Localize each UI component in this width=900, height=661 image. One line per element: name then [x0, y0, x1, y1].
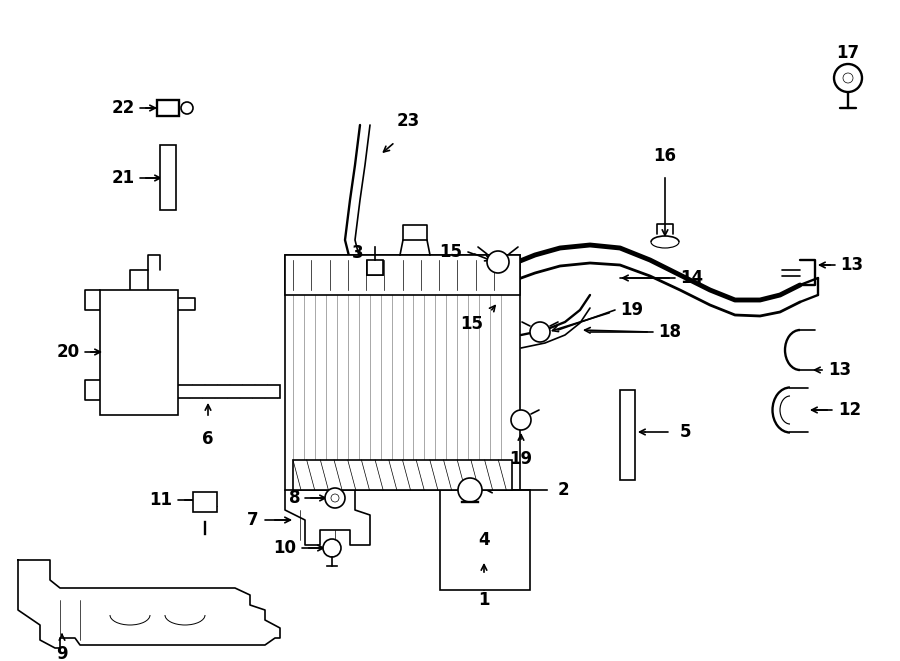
Text: 14: 14 [680, 269, 703, 287]
Bar [367, 261, 383, 275]
Circle shape [530, 322, 550, 342]
Text: 20: 20 [57, 343, 80, 361]
Text: 10: 10 [273, 539, 296, 557]
Bar [367, 260, 383, 275]
Circle shape [325, 488, 345, 508]
Text: 5: 5 [680, 423, 691, 441]
Circle shape [181, 102, 193, 114]
Text: 4: 4 [478, 531, 490, 549]
Text: 17: 17 [836, 44, 860, 62]
Text: 16: 16 [653, 147, 677, 165]
Circle shape [323, 539, 341, 557]
Bar [100, 290, 178, 415]
Bar [285, 255, 520, 490]
Text: 23: 23 [396, 112, 419, 130]
Text: 12: 12 [838, 401, 861, 419]
Text: 8: 8 [289, 489, 300, 507]
Text: 1: 1 [478, 591, 490, 609]
Text: 9: 9 [56, 645, 68, 661]
Text: 13: 13 [828, 361, 851, 379]
Circle shape [511, 410, 531, 430]
Circle shape [843, 73, 853, 83]
Text: 22: 22 [112, 99, 135, 117]
Text: 19: 19 [620, 301, 643, 319]
Text: 11: 11 [149, 491, 172, 509]
Circle shape [487, 251, 509, 273]
Bar [293, 460, 512, 490]
Text: 21: 21 [112, 169, 135, 187]
Text: 7: 7 [247, 511, 258, 529]
Bar [285, 255, 520, 295]
Text: 2: 2 [558, 481, 570, 499]
Text: 3: 3 [352, 244, 364, 262]
Bar [157, 100, 179, 116]
Text: 15: 15 [439, 243, 462, 261]
Text: 18: 18 [658, 323, 681, 341]
Circle shape [458, 478, 482, 502]
Bar [160, 145, 176, 210]
Circle shape [834, 64, 862, 92]
Bar [440, 490, 530, 590]
Text: 15: 15 [461, 315, 483, 333]
Bar [193, 492, 217, 512]
Text: 19: 19 [509, 450, 533, 468]
Text: 13: 13 [840, 256, 863, 274]
Circle shape [331, 494, 339, 502]
Text: 6: 6 [202, 430, 214, 448]
Bar [155, 385, 280, 398]
Bar [620, 390, 635, 480]
